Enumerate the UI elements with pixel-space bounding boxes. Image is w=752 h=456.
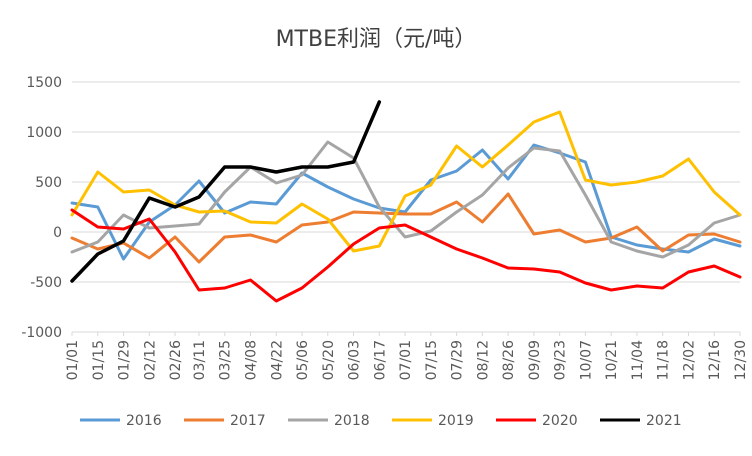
x-tick-label: 07/01 (398, 340, 414, 380)
legend-label-2016: 2016 (126, 413, 162, 429)
series-line-2017 (70, 192, 742, 264)
legend-label-2020: 2020 (542, 413, 578, 429)
x-tick-label: 07/29 (450, 340, 466, 380)
series-line-2018 (70, 140, 742, 259)
x-tick-label: 02/12 (142, 340, 158, 380)
x-tick-label: 04/08 (244, 340, 260, 380)
legend-label-2017: 2017 (230, 413, 266, 429)
y-tick-label: 0 (53, 225, 62, 241)
legend-label-2019: 2019 (438, 413, 474, 429)
x-tick-label: 05/20 (321, 340, 337, 380)
x-tick-label: 01/29 (117, 340, 133, 380)
x-tick-label: 01/01 (65, 340, 81, 380)
x-tick-label: 12/30 (733, 340, 749, 380)
x-tick-label: 02/26 (168, 340, 184, 380)
x-tick-label: 12/16 (707, 340, 723, 380)
x-tick-label: 04/22 (269, 340, 285, 380)
y-tick-label: 1500 (26, 75, 62, 91)
y-tick-label: -500 (30, 275, 62, 291)
x-tick-label: 03/25 (218, 340, 234, 380)
x-tick-label: 01/15 (91, 340, 107, 380)
y-tick-label: 1000 (26, 125, 62, 141)
chart-title: MTBE利润（元/吨） (276, 27, 477, 52)
legend-label-2018: 2018 (334, 413, 370, 429)
y-tick-label: 500 (35, 175, 62, 191)
x-tick-label: 08/26 (501, 340, 517, 380)
series-line-2019 (70, 110, 742, 253)
x-tick-label: 11/18 (656, 340, 672, 380)
series-lines (70, 100, 742, 303)
x-tick-label: 06/17 (372, 340, 388, 380)
legend-label-2021: 2021 (646, 413, 682, 429)
series-line-2021 (70, 100, 382, 283)
series-line-2016 (70, 143, 742, 261)
x-tick-label: 10/21 (604, 340, 620, 380)
x-tick-label: 09/23 (553, 340, 569, 380)
y-axis-ticks: -1000 -500 0 500 1000 1500 (21, 75, 62, 341)
y-tick-label: -1000 (21, 325, 62, 341)
x-tick-label: 12/02 (681, 340, 697, 380)
x-tick-label: 03/11 (192, 340, 208, 380)
series-line-2020 (70, 208, 742, 303)
x-tick-label: 06/03 (347, 340, 363, 380)
x-tick-label: 08/12 (475, 340, 491, 380)
x-tick-label: 10/07 (578, 340, 594, 380)
gridlines (72, 81, 740, 333)
legend: 2016 2017 2018 2019 2020 2021 (80, 413, 682, 429)
x-tick-label: 11/04 (630, 340, 646, 380)
x-tick-label: 05/06 (295, 340, 311, 380)
x-tick-label: 09/09 (527, 340, 543, 380)
x-axis-ticks: 01/01 01/15 01/29 02/12 02/26 03/11 03/25 04/08… (65, 332, 749, 380)
x-tick-label: 07/15 (424, 340, 440, 380)
